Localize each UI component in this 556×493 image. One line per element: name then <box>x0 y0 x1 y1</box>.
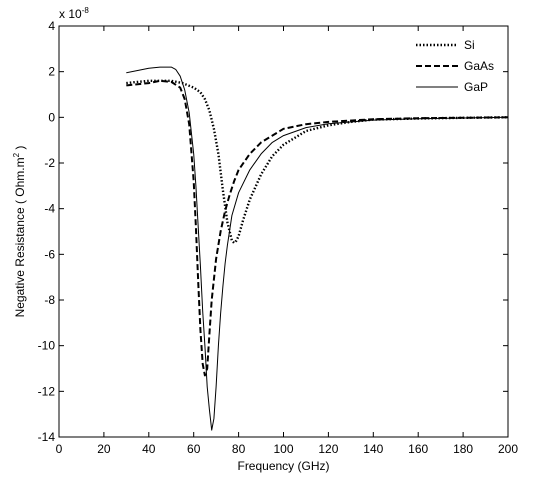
x-tick-label: 140 <box>363 442 383 456</box>
x-tick-label: 100 <box>273 442 293 456</box>
x-tick-label: 60 <box>187 442 201 456</box>
x-tick-label: 80 <box>232 442 246 456</box>
y-tick-label: -6 <box>44 247 55 261</box>
y-tick-label: 4 <box>48 19 55 33</box>
y-tick-label: 0 <box>48 110 55 124</box>
y-tick-label: 2 <box>48 65 55 79</box>
y-tick-label: -12 <box>38 384 56 398</box>
x-tick-label: 200 <box>498 442 518 456</box>
y-axis-exponent: x 10-8 <box>59 6 89 21</box>
y-axis-label: Negative Resistance ( Ohm.m2 ) <box>12 146 27 318</box>
legend: Si GaAs GaP <box>416 38 494 94</box>
x-tick-label: 120 <box>318 442 338 456</box>
plot-area <box>58 25 509 438</box>
y-tick-label: -8 <box>44 293 55 307</box>
y-tick-label: -10 <box>38 339 56 353</box>
y-tick-label: -14 <box>38 430 56 444</box>
x-tick-label: 160 <box>408 442 428 456</box>
series-line-gaas <box>126 79 509 377</box>
x-tick-label: 180 <box>453 442 473 456</box>
x-axis-label: Frequency (GHz) <box>237 459 329 473</box>
series-line-gap <box>126 66 509 431</box>
x-tick-label: 20 <box>97 442 111 456</box>
ticks-group: 0 20 40 60 80 100 120 140 160 180 200420-2-4-6-8-1… <box>38 19 519 456</box>
y-tick-label: -2 <box>44 156 55 170</box>
legend-label-gaas: GaAs <box>464 59 494 73</box>
y-tick-label: -4 <box>44 202 55 216</box>
legend-label-si: Si <box>464 38 475 52</box>
x-tick-label: 40 <box>142 442 156 456</box>
series-line-si <box>126 79 509 245</box>
legend-label-gap: GaP <box>464 80 488 94</box>
x-tick-label: 0 <box>56 442 63 456</box>
series-group <box>126 66 509 431</box>
